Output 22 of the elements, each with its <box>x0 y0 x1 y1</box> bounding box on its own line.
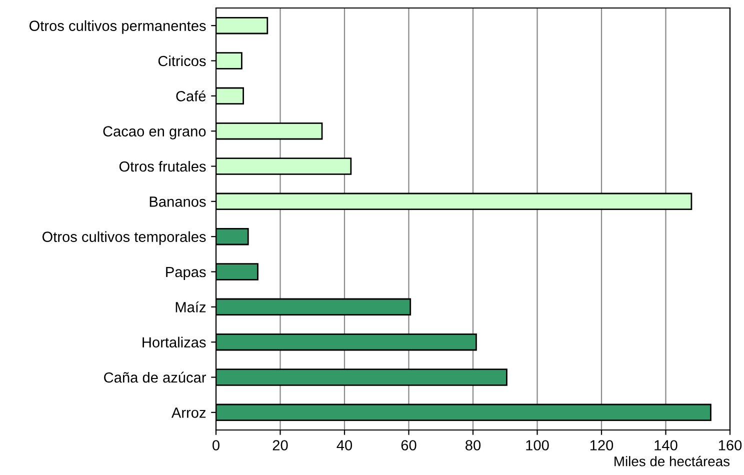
x-tick-label: 60 <box>401 440 416 450</box>
x-tick-label: 140 <box>654 440 678 450</box>
y-tick-label: Otros cultivos temporales <box>42 231 206 245</box>
x-tick-label: 80 <box>466 440 481 450</box>
x-tick-label: 120 <box>590 440 614 450</box>
y-tick-label: Cacao en grano <box>103 126 206 140</box>
x-tick-label: 20 <box>272 440 288 450</box>
y-tick-label: Bananos <box>150 196 206 207</box>
x-tick-label: 100 <box>526 440 549 450</box>
y-tick-label: Café <box>176 90 206 102</box>
x-tick-label: 0 <box>212 440 220 450</box>
y-tick-label: Caña de azúcar <box>104 372 206 383</box>
y-tick-label: Otros frutales <box>119 160 206 172</box>
y-tick-label: Citricos <box>158 55 206 66</box>
y-tick-label: Maíz <box>176 301 206 312</box>
y-tick-label: Papas <box>166 267 206 280</box>
y-tick-label: Otros cultivos permanentes <box>29 20 206 34</box>
x-axis-title: Miles de hectáreas <box>614 456 730 466</box>
x-tick-label: 40 <box>336 440 352 450</box>
x-tick-label: 160 <box>718 440 742 450</box>
y-tick-label: Arroz <box>171 408 206 418</box>
y-tick-label: Hortalizas <box>142 336 206 348</box>
